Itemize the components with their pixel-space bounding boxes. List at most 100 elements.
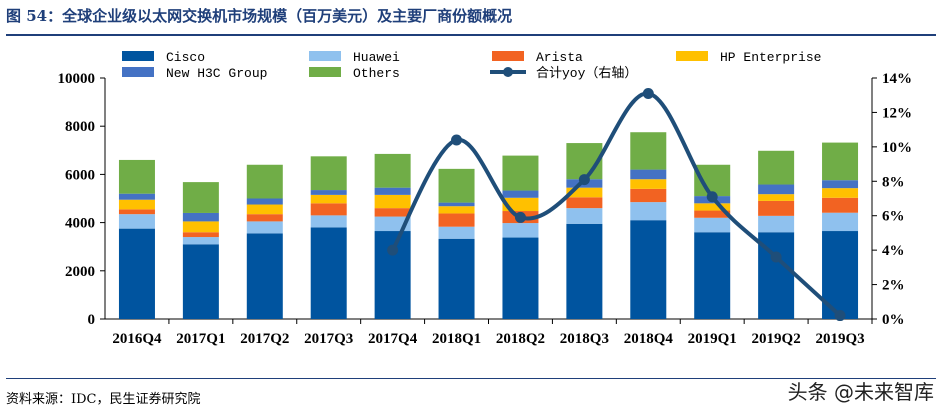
bar-huawei bbox=[246, 221, 283, 234]
bar-huawei bbox=[694, 217, 731, 233]
bar-others bbox=[630, 132, 667, 170]
stacked-bar-line-chart: Cisco Huawei Arista HP Enterprise New H3C Gr… bbox=[58, 50, 913, 347]
title-divider bbox=[6, 34, 936, 36]
bar-hp-enterprise bbox=[822, 188, 859, 198]
bar-hp-enterprise bbox=[630, 179, 667, 189]
bar-new-h3c-group bbox=[118, 193, 155, 200]
x-tick-label: 2018Q4 bbox=[624, 331, 674, 347]
y-right-tick-label: 12% bbox=[882, 105, 912, 121]
bar-new-h3c-group bbox=[758, 184, 795, 195]
footer-divider bbox=[6, 378, 936, 379]
bar-cisco bbox=[310, 227, 347, 319]
bar-others bbox=[246, 164, 283, 199]
bar-cisco bbox=[118, 228, 155, 319]
bar-huawei bbox=[438, 226, 475, 239]
legend-label: New H3C Group bbox=[166, 66, 267, 81]
bar-arista bbox=[566, 197, 603, 209]
x-tick-label: 2019Q2 bbox=[752, 331, 801, 347]
bar-cisco bbox=[246, 233, 283, 319]
y-right-tick-label: 10% bbox=[882, 140, 912, 156]
bar-hp-enterprise bbox=[182, 221, 219, 233]
x-tick-label: 2017Q4 bbox=[368, 331, 418, 347]
bar-cisco bbox=[566, 223, 603, 319]
legend-label: Arista bbox=[536, 50, 583, 65]
bar-hp-enterprise bbox=[310, 194, 347, 204]
x-tick-label: 2019Q1 bbox=[688, 331, 737, 347]
bar-arista bbox=[694, 210, 731, 218]
bar-new-h3c-group bbox=[630, 169, 667, 180]
bar-hp-enterprise bbox=[246, 204, 283, 215]
bar-new-h3c-group bbox=[502, 190, 539, 198]
x-tick-label: 2018Q1 bbox=[432, 331, 481, 347]
legend-swatch bbox=[122, 51, 154, 61]
bar-new-h3c-group bbox=[438, 202, 475, 207]
yoy-point bbox=[578, 174, 590, 186]
x-tick-label: 2018Q2 bbox=[496, 331, 545, 347]
bar-new-h3c-group bbox=[374, 187, 411, 195]
yoy-point bbox=[706, 191, 718, 203]
bar-arista bbox=[374, 208, 411, 217]
bar-cisco bbox=[502, 237, 539, 319]
legend-marker bbox=[503, 67, 513, 77]
bar-new-h3c-group bbox=[822, 180, 859, 189]
legend-swatch bbox=[676, 51, 708, 61]
bar-huawei bbox=[758, 215, 795, 233]
bar-arista bbox=[822, 197, 859, 213]
bar-others bbox=[182, 182, 219, 213]
bar-huawei bbox=[630, 202, 667, 221]
yoy-point bbox=[514, 211, 526, 223]
bar-others bbox=[310, 156, 347, 191]
x-tick-label: 2018Q3 bbox=[560, 331, 609, 347]
bar-arista bbox=[246, 214, 283, 222]
bar-cisco bbox=[438, 238, 475, 319]
bar-others bbox=[438, 168, 475, 203]
bar-new-h3c-group bbox=[182, 212, 219, 222]
y-left-tick-label: 4000 bbox=[65, 216, 95, 232]
bar-hp-enterprise bbox=[694, 203, 731, 211]
bar-hp-enterprise bbox=[758, 194, 795, 201]
x-tick-label: 2019Q3 bbox=[815, 331, 864, 347]
legend-label: Others bbox=[353, 66, 400, 81]
y-right-tick-label: 6% bbox=[882, 209, 905, 225]
y-left-tick-label: 2000 bbox=[65, 264, 95, 280]
yoy-point bbox=[451, 134, 463, 146]
bar-arista bbox=[630, 188, 667, 203]
bar-hp-enterprise bbox=[502, 197, 539, 212]
legend-swatch bbox=[309, 67, 341, 77]
legend-label: 合计yoy（右轴） bbox=[536, 66, 637, 81]
bar-huawei bbox=[310, 215, 347, 228]
bar-hp-enterprise bbox=[374, 194, 411, 209]
yoy-point bbox=[387, 244, 399, 256]
bar-huawei bbox=[822, 212, 859, 232]
bar-others bbox=[502, 155, 539, 191]
bar-huawei bbox=[118, 214, 155, 229]
y-right-tick-label: 2% bbox=[882, 278, 905, 294]
y-right-tick-label: 14% bbox=[882, 71, 912, 87]
bar-others bbox=[118, 159, 155, 194]
legend-label: Cisco bbox=[166, 50, 205, 65]
x-tick-label: 2017Q1 bbox=[176, 331, 225, 347]
legend-label: Huawei bbox=[353, 50, 400, 65]
bar-huawei bbox=[566, 208, 603, 224]
bar-huawei bbox=[182, 237, 219, 245]
yoy-point bbox=[770, 251, 782, 263]
y-left-tick-label: 10000 bbox=[58, 71, 96, 87]
yoy-point bbox=[834, 310, 846, 322]
y-left-tick-label: 6000 bbox=[65, 167, 95, 183]
x-tick-label: 2017Q2 bbox=[240, 331, 289, 347]
y-left-tick-label: 0 bbox=[88, 312, 96, 328]
bar-arista bbox=[182, 232, 219, 238]
bar-arista bbox=[118, 209, 155, 215]
y-right-tick-label: 8% bbox=[882, 174, 905, 190]
x-tick-label: 2017Q3 bbox=[304, 331, 353, 347]
bar-hp-enterprise bbox=[118, 199, 155, 210]
legend-swatch bbox=[122, 67, 154, 77]
yoy-point bbox=[642, 87, 654, 99]
bar-arista bbox=[438, 213, 475, 227]
bar-hp-enterprise bbox=[566, 187, 603, 198]
bar-new-h3c-group bbox=[246, 198, 283, 205]
bar-others bbox=[374, 153, 411, 188]
bar-huawei bbox=[502, 223, 539, 238]
legend-swatch bbox=[309, 51, 341, 61]
bar-arista bbox=[310, 203, 347, 216]
